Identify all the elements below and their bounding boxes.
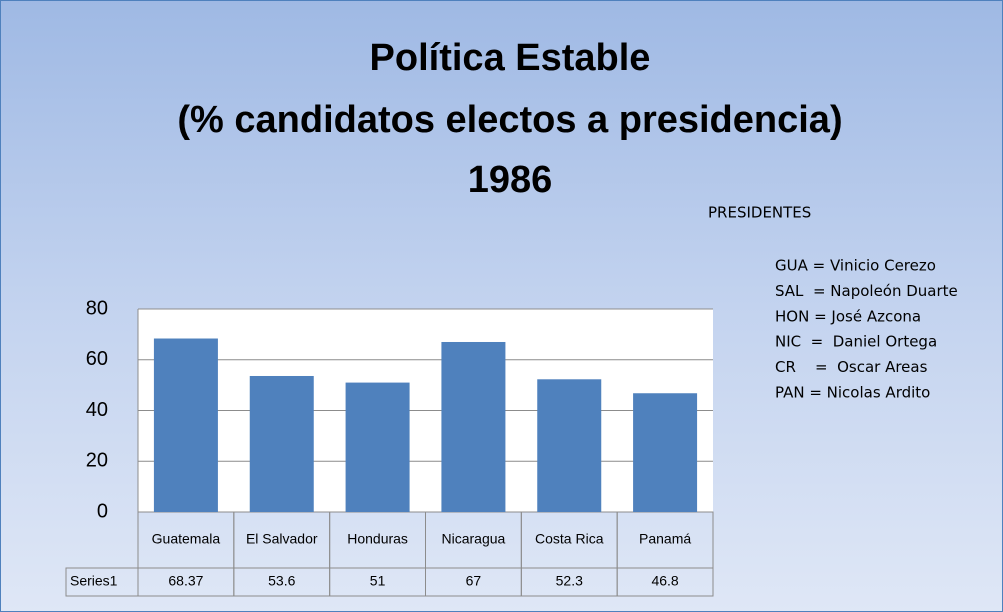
y-tick-label: 60 xyxy=(86,348,108,370)
y-tick-label: 40 xyxy=(86,399,108,421)
data-label: 53.6 xyxy=(268,573,295,589)
x-tick-label: El Salvador xyxy=(246,531,318,547)
bar xyxy=(441,341,506,512)
legend-label: Series1 xyxy=(70,573,118,589)
bar xyxy=(633,393,698,512)
chart-title: Política Estable xyxy=(370,37,651,79)
bar xyxy=(537,379,602,512)
presidents-title: PRESIDENTES xyxy=(708,204,811,222)
bar xyxy=(345,382,410,512)
bar xyxy=(153,338,218,512)
y-tick-label: 80 xyxy=(86,297,108,319)
table-cell xyxy=(616,567,714,597)
bar xyxy=(249,375,314,512)
chart-title: 1986 xyxy=(468,159,553,201)
x-tick-label: Nicaragua xyxy=(442,531,506,547)
x-tick-label: Honduras xyxy=(347,531,408,547)
y-tick-label: 0 xyxy=(97,500,108,522)
data-label: 67 xyxy=(466,573,482,589)
data-label: 52.3 xyxy=(556,573,583,589)
president-entry: SAL = Napoleón Duarte xyxy=(775,282,958,300)
president-entry: PAN = Nicolas Ardito xyxy=(775,384,930,402)
chart-title: (% candidatos electos a presidencia) xyxy=(177,99,842,141)
president-entry: CR = Oscar Areas xyxy=(775,358,928,376)
data-label: 68.37 xyxy=(168,573,203,589)
y-tick-label: 20 xyxy=(86,450,108,472)
data-label: 46.8 xyxy=(651,573,678,589)
president-entry: HON = José Azcona xyxy=(775,307,921,325)
x-tick-label: Costa Rica xyxy=(535,531,604,547)
data-label: 51 xyxy=(370,573,386,589)
president-entry: NIC = Daniel Ortega xyxy=(775,333,937,351)
x-tick-label: Guatemala xyxy=(152,531,221,547)
x-tick-label: Panamá xyxy=(639,531,691,547)
president-entry: GUA = Vinicio Cerezo xyxy=(775,257,936,275)
